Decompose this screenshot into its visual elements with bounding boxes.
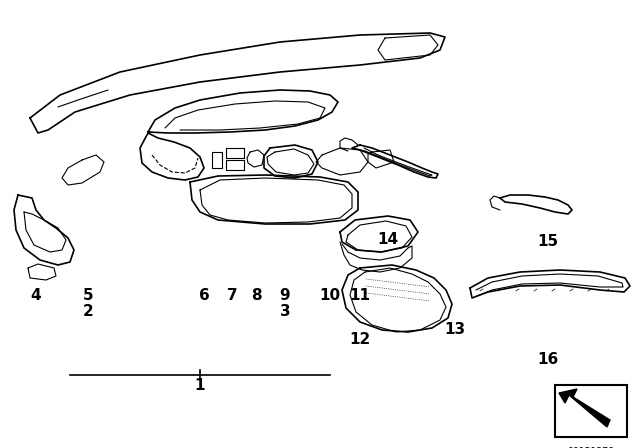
Text: 14: 14 — [378, 233, 399, 247]
Text: 00151378: 00151378 — [568, 447, 614, 448]
Text: 1: 1 — [195, 378, 205, 392]
Text: 10: 10 — [319, 288, 340, 302]
Text: 2: 2 — [83, 305, 93, 319]
Text: 6: 6 — [198, 288, 209, 302]
Text: 11: 11 — [349, 288, 371, 302]
Text: 7: 7 — [227, 288, 237, 302]
Text: 16: 16 — [538, 353, 559, 367]
Text: 4: 4 — [31, 288, 42, 302]
Text: 3: 3 — [280, 305, 291, 319]
Text: 12: 12 — [349, 332, 371, 348]
Text: 13: 13 — [444, 323, 465, 337]
Bar — [555, 385, 627, 437]
Polygon shape — [559, 389, 610, 427]
Text: 9: 9 — [280, 288, 291, 302]
Text: 8: 8 — [251, 288, 261, 302]
Text: 15: 15 — [538, 234, 559, 250]
Text: 5: 5 — [83, 288, 93, 302]
